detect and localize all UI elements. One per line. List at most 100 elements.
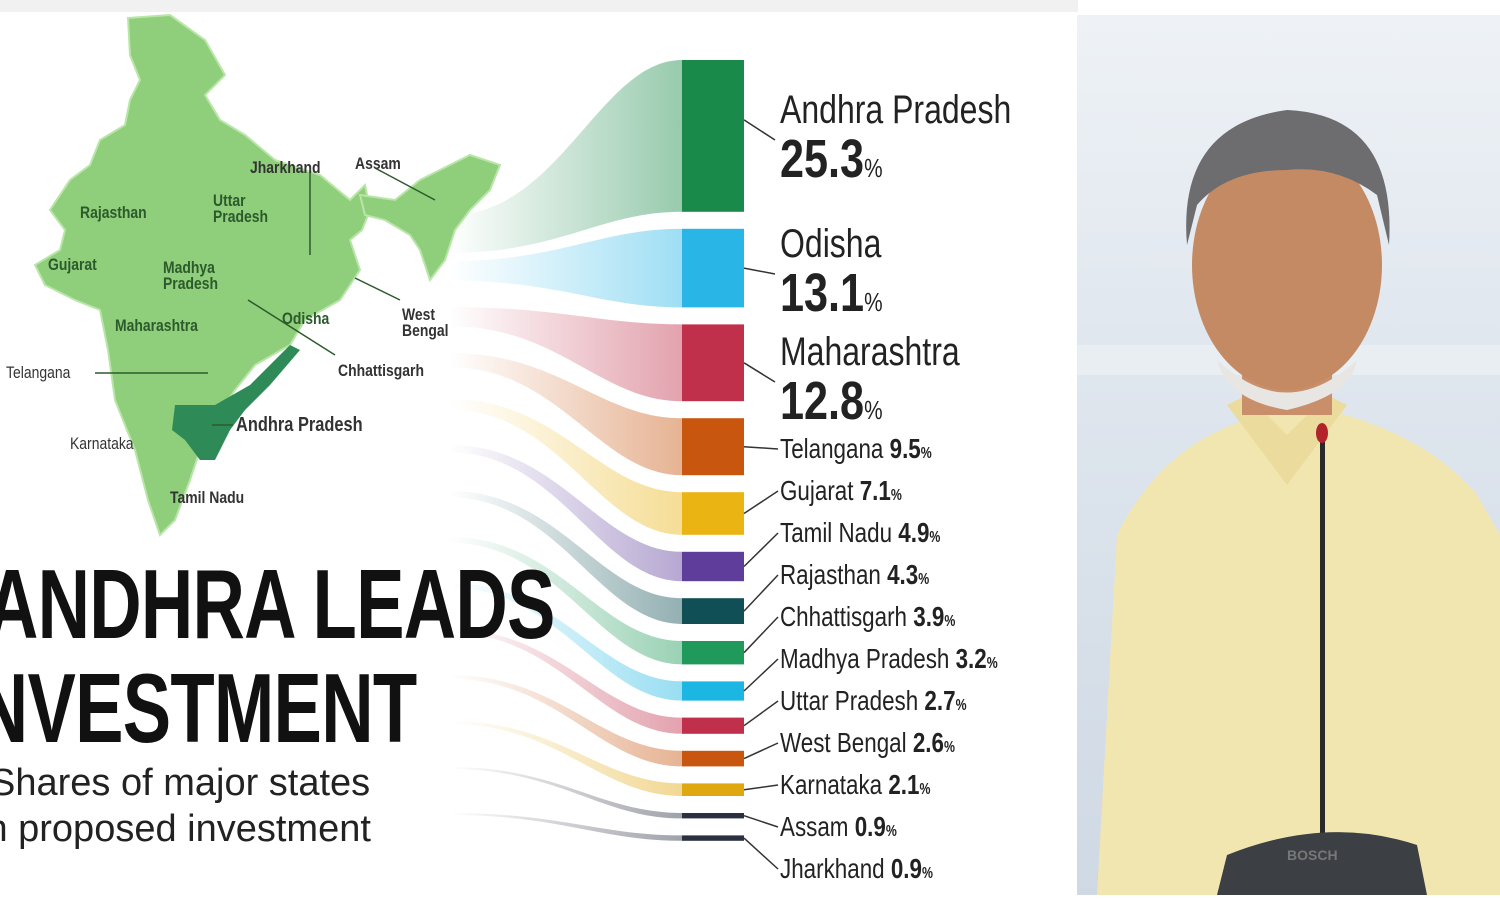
photo-illustration: BOSCH: [1077, 110, 1500, 895]
ribbon-karnataka: [450, 721, 682, 796]
map-label-telangana: Telangana: [6, 363, 71, 382]
leader-madhya-pradesh: [743, 658, 779, 692]
map-label-karnataka: Karnataka: [70, 434, 134, 453]
ribbon-odisha: [450, 228, 682, 308]
label-value: 2.1: [888, 769, 920, 800]
leader-telangana: [743, 445, 779, 450]
label-maharashtra: Maharashtra 12.8%: [780, 330, 1005, 437]
label-value: 2.7: [924, 685, 956, 716]
bar-odisha: [682, 228, 744, 308]
hair: [1186, 110, 1390, 245]
bar-jharkhand: [682, 835, 744, 841]
map-label-rajasthan: Rajasthan: [80, 203, 147, 222]
ribbon-madhya-pradesh: [450, 583, 682, 701]
bar-tamil-nadu: [682, 551, 744, 582]
leader-jharkhand: [743, 837, 779, 870]
map-label-andhra-pradesh: Andhra Pradesh: [236, 414, 363, 436]
label-uttar-pradesh: Uttar Pradesh 2.7%: [780, 685, 967, 722]
bar-maharashtra: [682, 324, 744, 402]
label-value: 4.3: [887, 559, 919, 590]
label-west-bengal: West Bengal 2.6%: [780, 727, 955, 764]
label-unit: %: [885, 823, 897, 840]
label-name: Chhattisgarh: [780, 601, 908, 632]
label-andhra-pradesh: Andhra Pradesh 25.3%: [780, 88, 1069, 195]
chart-svg: [33, 13, 779, 870]
microphone-tip: [1316, 423, 1328, 443]
infographic: Jharkhand Assam Rajasthan Uttar Pradesh …: [0, 0, 1078, 890]
label-name: Assam: [780, 811, 849, 842]
map-label-jharkhand: Jharkhand: [250, 158, 321, 177]
bar-assam: [682, 813, 744, 819]
label-telangana: Telangana 9.5%: [780, 433, 932, 470]
label-name: Maharashtra: [780, 330, 960, 374]
bar-telangana: [682, 418, 744, 476]
chart-subtitle: Shares of major states in proposed inves…: [0, 760, 371, 852]
map-label-assam: Assam: [355, 154, 401, 173]
ribbon-tamil-nadu: [450, 445, 682, 582]
ribbon-west-bengal: [450, 675, 682, 767]
label-value: 0.9: [854, 811, 886, 842]
beard: [1217, 360, 1357, 410]
microphone-base: [1217, 832, 1427, 895]
map-label-gujarat: Gujarat: [48, 255, 97, 274]
india-mainland: [33, 13, 372, 537]
leader-gujarat: [743, 490, 779, 515]
label-rajasthan: Rajasthan 4.3%: [780, 559, 929, 596]
label-unit: %: [890, 487, 902, 504]
label-gujarat: Gujarat 7.1%: [780, 475, 902, 512]
label-name: West Bengal: [780, 727, 907, 758]
label-chhattisgarh: Chhattisgarh 3.9%: [780, 601, 955, 638]
bar-karnataka: [682, 783, 744, 796]
label-odisha: Odisha 13.1%: [780, 222, 908, 329]
label-value: 12.8%: [780, 371, 883, 431]
bar-madhya-pradesh: [682, 681, 744, 701]
microphone-brand: BOSCH: [1287, 847, 1338, 863]
shirt: [1097, 410, 1500, 895]
bar-andhra-pradesh: [682, 60, 744, 212]
leader-west-bengal: [743, 742, 779, 760]
label-value: 2.6: [912, 727, 944, 758]
label-value: 9.5: [889, 433, 921, 464]
label-value: 13.1%: [780, 263, 883, 323]
ribbon-gujarat: [450, 399, 682, 535]
label-name: Karnataka: [780, 769, 883, 800]
bar-rajasthan: [682, 598, 744, 624]
leader-karnataka: [743, 784, 779, 791]
leader-odisha: [743, 267, 776, 275]
speaker-photo: BOSCH: [1077, 15, 1500, 895]
label-value: 0.9: [890, 853, 922, 884]
label-tamil-nadu: Tamil Nadu 4.9%: [780, 517, 940, 554]
label-name: Tamil Nadu: [780, 517, 893, 548]
label-unit: %: [986, 655, 998, 672]
leader-assam: [743, 814, 779, 828]
top-strip: [0, 0, 1078, 12]
leader-maharashtra: [743, 362, 776, 383]
map-label-chhattisgarh: Chhattisgarh: [338, 361, 424, 380]
leader-uttar-pradesh: [743, 700, 779, 727]
label-assam: Assam 0.9%: [780, 811, 897, 848]
bars: [682, 60, 744, 841]
map-label-maharashtra: Maharashtra: [115, 316, 198, 335]
map-label-west-bengal: West Bengal: [402, 305, 449, 340]
microphone-stand: [1320, 435, 1325, 875]
label-name: Uttar Pradesh: [780, 685, 919, 716]
leader-andhra-pradesh: [743, 119, 776, 141]
face: [1192, 140, 1382, 390]
bar-chhattisgarh: [682, 641, 744, 665]
ribbon-jharkhand: [450, 813, 682, 841]
label-name: Gujarat: [780, 475, 854, 506]
ribbon-andhra-pradesh: [450, 60, 682, 253]
map-label-madhya-pradesh: Madhya Pradesh: [163, 258, 219, 293]
label-unit: %: [918, 571, 930, 588]
label-unit: %: [919, 781, 931, 798]
bar-leaders: [743, 119, 779, 870]
subtitle-line-1: Shares of major states: [0, 762, 371, 804]
ribbon-rajasthan: [450, 491, 682, 624]
label-name: Rajasthan: [780, 559, 881, 590]
label-unit: %: [921, 865, 933, 882]
label-unit: %: [943, 739, 955, 756]
bar-gujarat: [682, 492, 744, 535]
label-jharkhand: Jharkhand 0.9%: [780, 853, 933, 890]
label-unit: %: [944, 613, 956, 630]
collar: [1227, 395, 1347, 485]
